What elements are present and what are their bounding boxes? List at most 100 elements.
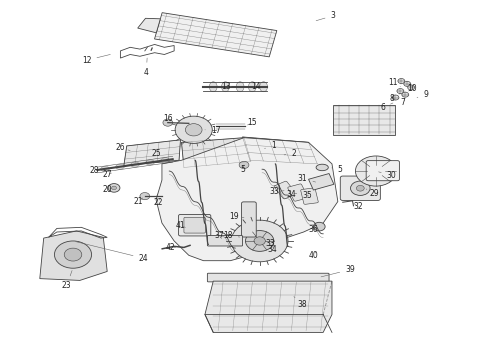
Text: 22: 22 bbox=[153, 198, 163, 207]
Circle shape bbox=[163, 119, 172, 126]
Polygon shape bbox=[181, 138, 251, 167]
Ellipse shape bbox=[221, 82, 229, 92]
Text: 36: 36 bbox=[309, 225, 318, 234]
Text: 37: 37 bbox=[215, 231, 224, 240]
Circle shape bbox=[350, 181, 370, 195]
Bar bbox=[154, 13, 277, 57]
Polygon shape bbox=[40, 231, 107, 280]
Ellipse shape bbox=[161, 158, 170, 163]
Text: 33: 33 bbox=[266, 239, 275, 248]
Text: 9: 9 bbox=[417, 90, 428, 99]
Text: 23: 23 bbox=[62, 270, 72, 290]
Text: 10: 10 bbox=[407, 84, 417, 93]
Text: 27: 27 bbox=[102, 170, 112, 179]
Text: 14: 14 bbox=[251, 82, 261, 91]
Text: 11: 11 bbox=[388, 78, 400, 87]
FancyBboxPatch shape bbox=[274, 181, 296, 199]
Text: 30: 30 bbox=[379, 171, 396, 180]
Text: 20: 20 bbox=[102, 185, 112, 194]
FancyBboxPatch shape bbox=[301, 188, 318, 204]
Circle shape bbox=[367, 165, 385, 177]
Circle shape bbox=[398, 78, 405, 84]
Text: 41: 41 bbox=[176, 221, 185, 230]
Text: 3: 3 bbox=[316, 11, 335, 21]
Text: 17: 17 bbox=[205, 126, 220, 135]
Text: 32: 32 bbox=[354, 202, 363, 211]
Text: 29: 29 bbox=[366, 189, 379, 198]
Text: 25: 25 bbox=[151, 149, 161, 158]
Circle shape bbox=[314, 222, 325, 231]
Circle shape bbox=[402, 92, 409, 97]
Circle shape bbox=[157, 193, 167, 200]
Text: 42: 42 bbox=[166, 243, 175, 252]
Polygon shape bbox=[138, 18, 160, 33]
FancyBboxPatch shape bbox=[207, 235, 243, 246]
Text: 34: 34 bbox=[267, 245, 277, 255]
Circle shape bbox=[245, 230, 274, 251]
Circle shape bbox=[404, 81, 411, 86]
Circle shape bbox=[408, 85, 415, 90]
Text: 2: 2 bbox=[284, 149, 296, 158]
Circle shape bbox=[54, 241, 92, 268]
Circle shape bbox=[254, 237, 265, 245]
Text: 28: 28 bbox=[90, 166, 103, 175]
Text: 24: 24 bbox=[75, 242, 148, 263]
Circle shape bbox=[397, 89, 404, 94]
FancyBboxPatch shape bbox=[340, 176, 380, 201]
FancyBboxPatch shape bbox=[288, 184, 308, 201]
Text: 8: 8 bbox=[389, 93, 400, 103]
Text: 18: 18 bbox=[223, 231, 240, 240]
Circle shape bbox=[64, 248, 82, 261]
Text: 4: 4 bbox=[144, 58, 149, 77]
FancyBboxPatch shape bbox=[207, 273, 329, 282]
Ellipse shape bbox=[100, 166, 109, 171]
Text: 38: 38 bbox=[294, 297, 307, 309]
FancyBboxPatch shape bbox=[242, 202, 256, 237]
Text: 15: 15 bbox=[247, 118, 257, 127]
Circle shape bbox=[112, 186, 117, 190]
Circle shape bbox=[355, 156, 396, 186]
Text: 26: 26 bbox=[116, 143, 130, 152]
Text: 7: 7 bbox=[400, 98, 405, 107]
Text: 40: 40 bbox=[309, 251, 318, 260]
Circle shape bbox=[140, 193, 150, 200]
Text: 12: 12 bbox=[82, 54, 110, 65]
Text: 1: 1 bbox=[265, 141, 276, 150]
Text: 5: 5 bbox=[332, 165, 343, 174]
Text: 33: 33 bbox=[270, 187, 284, 196]
Circle shape bbox=[175, 116, 212, 143]
Polygon shape bbox=[243, 137, 318, 164]
Text: 13: 13 bbox=[221, 82, 231, 91]
Text: 16: 16 bbox=[163, 114, 172, 123]
FancyBboxPatch shape bbox=[184, 217, 205, 233]
FancyBboxPatch shape bbox=[178, 215, 211, 236]
Ellipse shape bbox=[146, 160, 154, 165]
Ellipse shape bbox=[316, 164, 328, 171]
Ellipse shape bbox=[248, 82, 256, 92]
Circle shape bbox=[231, 220, 288, 262]
Circle shape bbox=[239, 161, 249, 168]
Text: 39: 39 bbox=[321, 265, 355, 277]
FancyBboxPatch shape bbox=[366, 161, 399, 181]
Polygon shape bbox=[309, 174, 334, 190]
Circle shape bbox=[392, 95, 399, 100]
Circle shape bbox=[356, 185, 364, 191]
Circle shape bbox=[108, 184, 120, 192]
Text: 31: 31 bbox=[298, 174, 316, 183]
Text: 35: 35 bbox=[303, 190, 313, 199]
Ellipse shape bbox=[116, 164, 124, 169]
Ellipse shape bbox=[131, 162, 140, 167]
Circle shape bbox=[185, 124, 202, 136]
Polygon shape bbox=[205, 281, 332, 332]
Ellipse shape bbox=[260, 82, 268, 92]
Text: 5: 5 bbox=[241, 165, 245, 175]
Ellipse shape bbox=[236, 82, 244, 92]
Ellipse shape bbox=[209, 82, 217, 92]
Polygon shape bbox=[156, 138, 338, 261]
Text: 6: 6 bbox=[380, 103, 393, 112]
Text: 19: 19 bbox=[229, 212, 244, 221]
Text: 21: 21 bbox=[134, 197, 143, 206]
Polygon shape bbox=[124, 140, 180, 166]
Polygon shape bbox=[333, 105, 395, 135]
Text: 34: 34 bbox=[287, 190, 297, 199]
